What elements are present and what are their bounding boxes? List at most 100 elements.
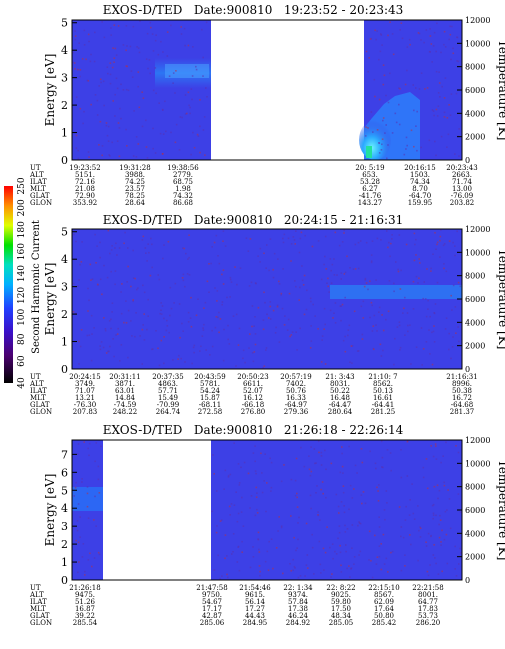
texture-dot — [418, 88, 421, 90]
texture-dot — [125, 322, 128, 324]
panel-1-band-core — [165, 64, 209, 78]
texture-dot — [386, 502, 388, 504]
texture-dot — [215, 531, 218, 534]
texture-dot — [415, 275, 418, 278]
texture-dot — [287, 237, 290, 240]
texture-dot — [436, 115, 439, 117]
texture-dot — [378, 152, 381, 154]
texture-dot — [175, 123, 178, 126]
texture-dot — [250, 281, 253, 284]
texture-dot — [460, 552, 462, 554]
texture-dot — [351, 524, 354, 526]
texture-dot — [320, 278, 323, 281]
texture-dot — [400, 526, 403, 528]
texture-dot — [404, 554, 406, 556]
texture-dot — [98, 553, 101, 556]
texture-dot — [382, 64, 385, 66]
texture-dot — [268, 317, 270, 319]
texture-dot — [188, 274, 191, 276]
texture-dot — [293, 239, 296, 241]
texture-dot — [374, 534, 376, 537]
texture-dot — [315, 462, 317, 464]
texture-dot — [157, 347, 159, 350]
texture-dot — [157, 53, 160, 56]
texture-dot — [151, 243, 153, 246]
texture-dot — [160, 339, 163, 342]
texture-dot — [382, 83, 385, 86]
texture-dot — [107, 72, 109, 75]
texture-dot — [250, 495, 253, 497]
texture-dot — [249, 238, 252, 240]
texture-dot — [173, 302, 175, 304]
texture-dot — [317, 514, 320, 517]
ephemeris-cell: 86.68 — [173, 199, 193, 207]
texture-dot — [127, 247, 129, 249]
panel-3: EXOS-D/TED Date:900810 21:26:18 - 22:26:… — [29, 423, 505, 627]
texture-dot — [94, 94, 97, 96]
texture-dot — [227, 476, 230, 478]
texture-dot — [338, 512, 340, 514]
texture-dot — [142, 324, 144, 326]
texture-dot — [419, 536, 422, 538]
texture-dot — [330, 576, 332, 578]
texture-dot — [344, 350, 347, 353]
texture-dot — [237, 344, 240, 346]
y2-tick-label: 12000 — [465, 16, 490, 25]
texture-dot — [222, 269, 225, 271]
panel-3-title: EXOS-D/TED Date:900810 21:26:18 - 22:26:… — [103, 423, 404, 437]
texture-dot — [224, 557, 226, 560]
texture-dot — [434, 232, 436, 234]
texture-dot — [400, 476, 403, 479]
texture-dot — [425, 541, 427, 543]
texture-dot — [337, 505, 340, 508]
ephemeris-cell: 28.64 — [125, 199, 146, 207]
ephemeris-row-label: GLON — [30, 408, 52, 416]
texture-dot — [361, 461, 364, 464]
texture-dot — [152, 50, 155, 52]
texture-dot — [226, 555, 228, 557]
texture-dot — [456, 60, 458, 62]
ephemeris-cell: 8.70 — [412, 185, 428, 193]
texture-dot — [354, 464, 357, 467]
texture-dot — [431, 504, 434, 507]
texture-dot — [259, 570, 261, 573]
texture-dot — [187, 311, 190, 314]
texture-dot — [409, 534, 411, 536]
texture-dot — [353, 563, 355, 565]
y2-tick-label: 2000 — [465, 342, 485, 351]
texture-dot — [78, 42, 80, 44]
texture-dot — [127, 309, 130, 312]
texture-dot — [238, 569, 241, 572]
texture-dot — [354, 243, 357, 246]
texture-dot — [431, 363, 434, 366]
texture-dot — [74, 486, 77, 489]
texture-dot — [365, 50, 368, 53]
texture-dot — [445, 317, 448, 319]
texture-dot — [384, 518, 386, 521]
texture-dot — [381, 456, 384, 459]
texture-dot — [212, 454, 214, 456]
texture-dot — [227, 324, 229, 327]
texture-dot — [448, 348, 450, 351]
texture-dot — [109, 62, 112, 64]
texture-dot — [374, 29, 376, 32]
texture-dot — [95, 262, 97, 264]
texture-dot — [107, 350, 109, 353]
ephemeris-cell: 21:54:46 — [239, 584, 271, 592]
texture-dot — [188, 234, 190, 236]
texture-dot — [104, 328, 107, 330]
ephemeris-cell: 3749. — [75, 380, 95, 388]
texture-dot — [109, 345, 111, 348]
texture-dot — [448, 332, 450, 335]
texture-dot — [300, 231, 303, 234]
y2-tick-label: 2000 — [465, 553, 485, 562]
texture-dot — [217, 554, 219, 557]
ephemeris-cell: 281.25 — [371, 408, 396, 416]
texture-dot — [116, 140, 119, 142]
texture-dot — [114, 47, 117, 50]
texture-dot — [181, 277, 184, 279]
texture-dot — [358, 554, 360, 556]
ephemeris-cell: 17.17 — [202, 605, 222, 613]
texture-dot — [251, 305, 254, 307]
texture-dot — [227, 576, 229, 579]
